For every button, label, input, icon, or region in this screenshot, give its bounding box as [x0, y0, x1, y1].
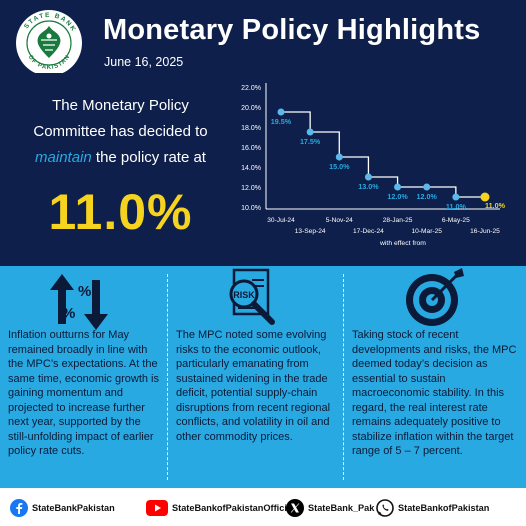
policy-rate-step-line	[281, 111, 485, 198]
x-axis-title: with effect from	[379, 240, 426, 247]
y-tick-label: 14.0%	[241, 165, 261, 172]
data-point	[364, 173, 372, 181]
decision-panel: The Monetary Policy Committee has decide…	[0, 73, 526, 258]
data-label: 15.0%	[329, 162, 350, 171]
header: STATE BANK OF PAKISTAN Monetary Policy H…	[0, 0, 526, 76]
y-tick-label: 22.0%	[241, 85, 261, 92]
data-label: 17.5%	[300, 137, 321, 146]
x-tick-label: 28-Jan-25	[383, 217, 413, 224]
data-label: 12.0%	[417, 192, 438, 201]
data-point	[306, 128, 314, 136]
inflation-text: Inflation outturns for May remained broa…	[8, 329, 159, 457]
target-icon	[406, 268, 464, 326]
sbp-logo-icon: STATE BANK OF PAKISTAN	[16, 10, 82, 76]
x-tick-label: 30-Jul-24	[267, 217, 295, 224]
page-title: Monetary Policy Highlights	[103, 14, 481, 46]
facebook-icon	[10, 499, 28, 517]
decision-highlight: maintain	[35, 149, 92, 166]
stability-column: Taking stock of recent developments and …	[344, 266, 526, 488]
x-tick-label: 5-Nov-24	[326, 217, 353, 224]
inflation-column: % % Inflation outturns for May remained …	[0, 266, 166, 488]
data-point	[452, 193, 460, 201]
publication-date: June 16, 2025	[104, 55, 184, 69]
data-point	[277, 108, 285, 116]
data-point	[423, 183, 431, 191]
column-separator	[167, 274, 169, 480]
data-label: 19.5%	[271, 117, 292, 126]
social-footer: StateBankPakistan StateBankofPakistanOff…	[0, 488, 526, 526]
y-tick-label: 20.0%	[241, 105, 261, 112]
risks-column: RISK The MPC noted some evolving risks t…	[168, 266, 342, 488]
decision-line-2: Committee has decided to	[33, 123, 208, 140]
decision-line-3-rest: the policy rate at	[95, 149, 206, 166]
highlights-panel: % % Inflation outturns for May remained …	[0, 266, 526, 488]
facebook-link[interactable]: StateBankPakistan	[10, 499, 115, 517]
policy-rate-chart: 10.0% 12.0% 14.0% 16.0% 18.0% 20.0% 22.0% 19.5%…	[241, 83, 506, 247]
y-tick-label: 12.0%	[241, 185, 261, 192]
stability-text: Taking stock of recent developments and …	[352, 329, 517, 457]
data-label: 12.0%	[387, 192, 408, 201]
whatsapp-handle: StateBankofPakistan	[398, 503, 490, 513]
risk-magnifier-icon: RISK	[229, 268, 275, 325]
data-point	[480, 192, 490, 202]
whatsapp-link[interactable]: StateBankofPakistan	[376, 499, 489, 517]
whatsapp-icon	[376, 499, 394, 517]
risks-text: The MPC noted some evolving risks to the…	[176, 329, 331, 443]
x-tick-label: 16-Jun-25	[470, 228, 500, 235]
section-divider	[0, 258, 526, 266]
decision-line-3: maintain the policy rate at	[18, 145, 223, 171]
x-icon	[286, 499, 304, 517]
x-tick-label: 17-Dec-24	[353, 228, 384, 235]
x-tick-label: 13-Sep-24	[295, 228, 326, 235]
y-tick-label: 10.0%	[241, 205, 261, 212]
inflation-arrows-icon: % %	[50, 274, 108, 330]
svg-text:%: %	[62, 305, 75, 322]
policy-rate-value: 11.0%	[48, 184, 193, 240]
x-handle: StateBank_Pak	[308, 503, 375, 513]
x-link[interactable]: StateBank_Pak	[286, 499, 374, 517]
youtube-link[interactable]: StateBankofPakistanOfficial	[146, 499, 295, 517]
youtube-handle: StateBankofPakistanOfficial	[172, 503, 295, 513]
decision-line-1: The Monetary Policy	[52, 97, 189, 114]
column-separator	[343, 274, 345, 480]
youtube-icon	[146, 500, 168, 516]
data-label: 13.0%	[358, 182, 379, 191]
data-point	[394, 183, 402, 191]
y-tick-label: 16.0%	[241, 145, 261, 152]
data-point	[335, 153, 343, 161]
data-label: 11.0%	[446, 202, 467, 211]
risk-label: RISK	[233, 290, 255, 300]
data-label: 11.0%	[485, 201, 506, 210]
decision-statement: The Monetary Policy Committee has decide…	[18, 93, 223, 171]
y-tick-label: 18.0%	[241, 125, 261, 132]
x-tick-label: 6-May-25	[442, 217, 470, 224]
facebook-handle: StateBankPakistan	[32, 503, 115, 513]
x-tick-label: 10-Mar-25	[412, 228, 443, 235]
svg-text:%: %	[78, 283, 91, 300]
